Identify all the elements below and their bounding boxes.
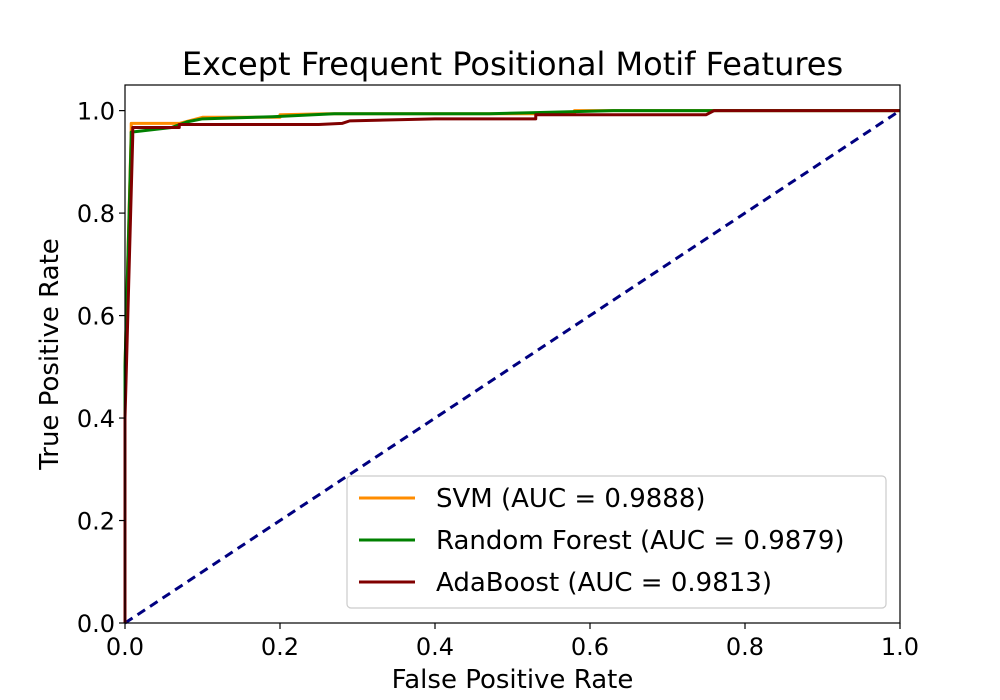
y-tick-label: 0.6 [77,303,115,331]
chart-title: Except Frequent Positional Motif Feature… [182,45,843,83]
chance-diagonal-line [124,109,901,625]
y-tick-label: 0.0 [77,610,115,638]
y-axis-label: True Positive Rate [35,238,65,471]
plot-frame [124,84,901,624]
x-tick-label: 1.0 [881,633,919,661]
y-tick-label: 0.8 [77,200,115,228]
legend-label: Random Forest (AUC = 0.9879) [436,526,845,556]
x-axis-ticks: 0.0 0.2 0.4 0.6 0.8 1.0 [106,623,919,661]
x-tick-label: 0.4 [416,633,454,661]
series-layer [123,109,901,625]
legend-label: AdaBoost (AUC = 0.9813) [436,568,772,598]
legend-box [346,475,887,609]
x-tick-label: 0.8 [726,633,764,661]
plot-area-border [124,84,901,624]
y-tick-label: 0.2 [77,508,115,536]
legend-label: SVM (AUC = 0.9888) [436,484,706,514]
series-line-2 [123,109,900,623]
x-tick-label: 0.0 [106,633,144,661]
x-axis-label: False Positive Rate [392,665,634,695]
y-tick-label: 0.4 [77,405,115,433]
y-axis-ticks: 0.0 0.2 0.4 0.6 0.8 1.0 [77,98,125,638]
x-tick-label: 0.6 [571,633,609,661]
y-tick-label: 1.0 [77,98,115,126]
series-line-1 [123,109,900,623]
x-tick-label: 0.2 [261,633,299,661]
legend: SVM (AUC = 0.9888) Random Forest (AUC = 0… [346,475,887,609]
